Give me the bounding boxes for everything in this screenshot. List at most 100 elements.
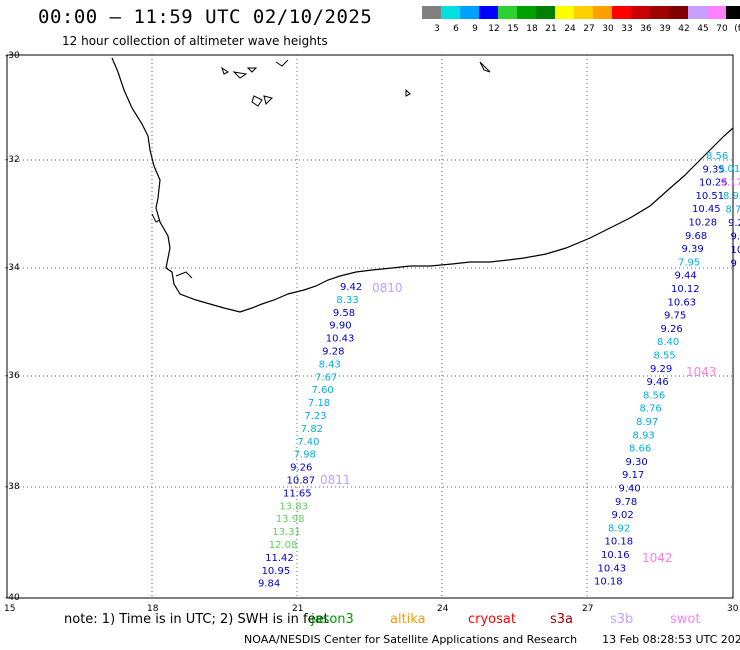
colorbar-label: 24 [564, 24, 576, 34]
swh-value: 9.44 [675, 271, 697, 282]
colorbar-label: 30 [602, 24, 614, 34]
swh-value: 7.40 [297, 437, 319, 448]
swh-value: 9.29 [650, 364, 672, 375]
footer-credit: NOAA/NESDIS Center for Satellite Applica… [244, 633, 740, 646]
swh-value: 8.40 [657, 337, 679, 348]
colorbar-swatch [707, 6, 726, 19]
swh-value: 12.08 [269, 540, 298, 551]
swh-value: 9.78 [615, 497, 637, 508]
swh-value: 9.46 [647, 377, 669, 388]
lon-label: 27 [582, 604, 593, 614]
swh-value: 9.90 [329, 321, 351, 332]
swh-value: 7.18 [308, 398, 330, 409]
lon-label: 18 [147, 604, 159, 614]
footer-timestamp: 13 Feb 08:28:53 UTC 2025 [602, 633, 740, 646]
swh-value: 8.56 [706, 151, 728, 162]
legend-altika: altika [390, 612, 426, 627]
swh-value: 9.75 [664, 311, 686, 322]
swh-value: 9.17 [622, 470, 644, 481]
swh-value: 10.16 [601, 550, 630, 561]
swh-value: 10.18 [605, 537, 634, 548]
swh-value: 9 [731, 259, 737, 270]
swh-value: 7.23 [304, 411, 326, 422]
swh-value: 9.02 [612, 510, 634, 521]
swh-value: 8.43 [319, 359, 341, 370]
swh-value: 11.65 [283, 488, 312, 499]
pass-time-label: 0811 [320, 473, 351, 487]
longitude-labels: 15 18 21 24 27 30 [4, 604, 739, 614]
swh-value: 10.87 [287, 476, 316, 487]
swh-value: 10.25 [699, 178, 728, 189]
legend-cryosat: cryosat [468, 612, 516, 627]
colorbar-swatch [631, 6, 650, 19]
colorbar-label: 45 [697, 24, 708, 34]
swh-value: 7.67 [315, 372, 337, 383]
swh-value: 10.43 [598, 563, 627, 574]
swh-value: 8.7 [726, 205, 740, 216]
colorbar-swatch [498, 6, 517, 19]
swh-value: 9.58 [333, 308, 355, 319]
swh-value: 8.56 [643, 390, 665, 401]
colorbar-swatch [479, 6, 498, 19]
legend-swot: swot [670, 612, 701, 627]
colorbar-swatch [536, 6, 555, 19]
map-subtitle: 12 hour collection of altimeter wave hei… [62, 34, 328, 48]
footer-credit-text: NOAA/NESDIS Center for Satellite Applica… [244, 633, 578, 646]
lat-label: -40 [5, 593, 20, 603]
swh-value: 8.92 [723, 191, 740, 202]
swh-value: 10.95 [262, 566, 291, 577]
swh-value: 13.98 [276, 514, 305, 525]
swh-value: 9.30 [626, 457, 648, 468]
swh-value: 11.42 [265, 553, 294, 564]
colorbar-swatch [441, 6, 460, 19]
colorbar-swatch [555, 6, 574, 19]
colorbar-label: 70 [716, 24, 728, 34]
swh-value: 10.45 [692, 204, 721, 215]
swh-value: 8.93 [633, 430, 655, 441]
colorbar-label: 15 [507, 24, 518, 34]
swh-value: 7.98 [294, 450, 316, 461]
colorbar-label: (ft) [734, 24, 740, 34]
swh-value: 7.95 [678, 257, 700, 268]
lat-label: -30 [5, 51, 20, 61]
swh-value: 9.68 [685, 231, 707, 242]
coastline [111, 57, 734, 313]
legend-jason3: jason3 [311, 612, 354, 627]
swh-value: 10.43 [326, 334, 355, 345]
colorbar-label: 6 [453, 24, 459, 34]
islands [221, 59, 491, 107]
swh-value: 9.0 [731, 232, 740, 243]
colorbar-swatch [422, 6, 441, 19]
swh-value: 13.31 [272, 527, 301, 538]
colorbar-swatch [669, 6, 688, 19]
lon-label: 21 [292, 604, 303, 614]
legend-s3b: s3b [610, 612, 634, 627]
west-altimeter-track: 9.42 8.33 9.58 9.90 10.43 9.288.43 7.67 7.60 7.1… [258, 281, 403, 590]
swh-value: 9.35 [703, 164, 725, 175]
swh-value: 13.83 [279, 501, 308, 512]
colorbar-label: 39 [659, 24, 671, 34]
swh-value: 9.42 [340, 282, 362, 293]
colorbar-swatch [612, 6, 631, 19]
colorbar-label: 42 [678, 24, 689, 34]
swh-value: 8.92 [608, 523, 630, 534]
lat-label: -38 [5, 482, 20, 492]
swh-value: 8.66 [629, 444, 651, 455]
colorbar-swatch [593, 6, 612, 19]
lat-label: -36 [5, 371, 20, 381]
lat-label: -34 [5, 263, 20, 273]
swh-value: 8.76 [640, 404, 662, 415]
map-frame [6, 54, 734, 599]
swh-value: 9.26 [290, 463, 312, 474]
swh-value: 9.39 [682, 244, 704, 255]
graticule [7, 55, 733, 598]
swh-value: 7.82 [301, 424, 323, 435]
latitude-labels: -30 -32 -34 -36 -38 -40 [5, 51, 20, 603]
swh-value: 9.84 [258, 579, 280, 590]
swh-value: 8.97 [636, 417, 658, 428]
swh-value: 9.26 [661, 324, 683, 335]
swh-value: 8.55 [654, 351, 676, 362]
colorbar-swatch [574, 6, 593, 19]
colorbar-label: 33 [621, 24, 632, 34]
